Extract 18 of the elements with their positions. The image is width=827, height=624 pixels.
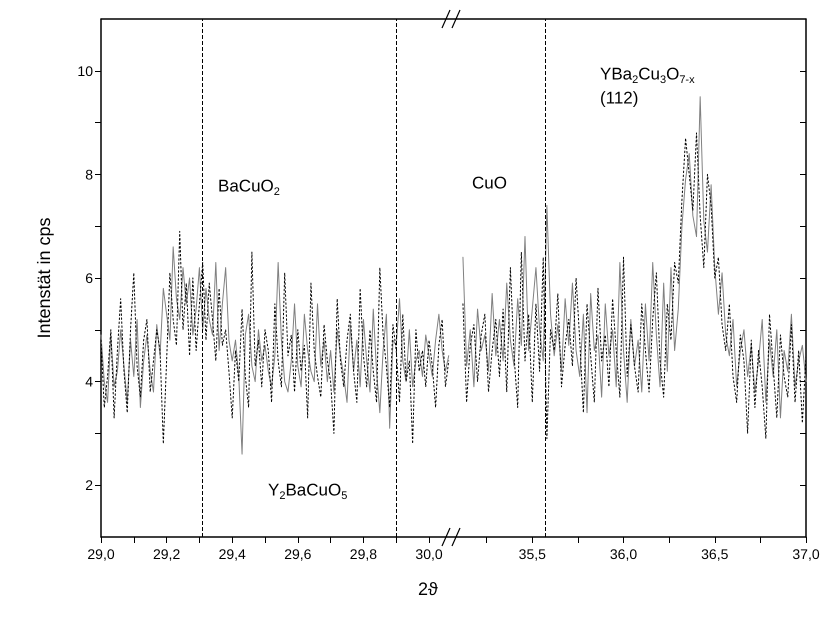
x-tick-label: 37,0 [792,546,820,562]
x-tick-label: 36,0 [610,546,638,562]
y-tick-label: 6 [85,270,94,286]
y-tick-label: 2 [85,477,94,494]
x-tick-label: 29,6 [284,546,312,562]
y-tick-label: 10 [77,62,94,79]
y-tick-label: 8 [85,166,94,182]
y-tick-label: 4 [85,374,94,390]
y-axis-title: Intenstät in cps [34,217,54,339]
x-tick-label: 29,4 [218,546,246,562]
x-tick-label: 29,2 [152,546,180,562]
x-tick-label: 29,0 [87,546,115,562]
x-tick-label: 36,5 [701,546,729,562]
x-tick-label: 30,0 [415,546,443,562]
annotation: CuO [472,174,507,192]
x-tick-label: 35,5 [518,546,546,562]
x-tick-label: 29,8 [350,546,378,562]
x-axis-title: 2ϑ [418,579,438,599]
